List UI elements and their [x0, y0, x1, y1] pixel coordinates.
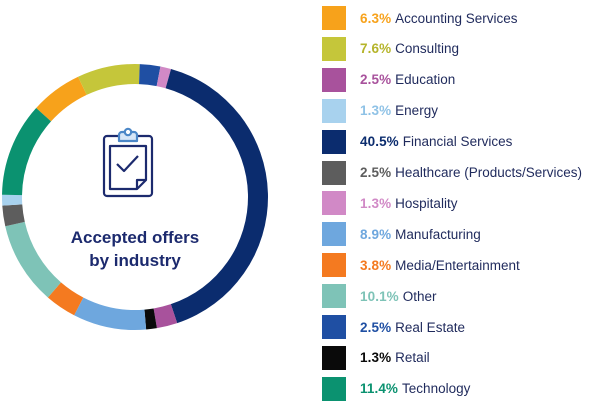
- legend-percent: 1.3%: [360, 350, 392, 366]
- legend-swatch: [322, 376, 346, 401]
- legend-label: Technology: [402, 381, 471, 397]
- legend-percent: 2.5%: [360, 319, 392, 335]
- legend-swatch: [322, 191, 346, 216]
- legend-swatch: [322, 36, 346, 61]
- legend-label: Retail: [395, 350, 430, 366]
- legend-item-energy: 1.3% Energy: [322, 98, 438, 123]
- slice-retail: [144, 308, 157, 330]
- slice-accounting-services: [36, 76, 87, 122]
- legend-label: Media/Entertainment: [395, 257, 520, 273]
- legend-swatch: [322, 315, 346, 339]
- legend-swatch: [322, 129, 346, 154]
- legend-item-manufacturing: 8.9% Manufacturing: [322, 222, 481, 247]
- legend-item-retail: 1.3% Retail: [322, 345, 430, 370]
- legend-label: Education: [395, 72, 456, 88]
- legend-item-real-estate: 2.5% Real Estate: [322, 315, 465, 339]
- legend-percent: 3.8%: [360, 257, 392, 273]
- slice-financial-services: [165, 68, 269, 324]
- legend-label: Other: [402, 288, 437, 304]
- slice-energy: [1, 194, 23, 206]
- slice-consulting: [78, 64, 140, 95]
- slice-manufacturing: [74, 297, 147, 330]
- legend-swatch: [322, 160, 346, 185]
- slice-hospitality: [156, 66, 172, 89]
- slice-media-entertainment: [47, 282, 84, 316]
- legend-label: Hospitality: [395, 195, 458, 211]
- legend-swatch: [322, 345, 346, 370]
- legend-label: Accounting Services: [395, 10, 518, 26]
- legend-percent: 7.6%: [360, 41, 392, 57]
- donut-ring: [1, 64, 269, 330]
- legend-percent: 11.4%: [360, 381, 399, 397]
- slice-other: [5, 221, 61, 298]
- center-title-line-1: Accepted offers: [71, 228, 199, 247]
- legend-label: Healthcare (Products/Services): [395, 165, 582, 180]
- legend-item-hospitality: 1.3% Hospitality: [322, 191, 458, 216]
- legend-label: Real Estate: [395, 319, 465, 335]
- legend-swatch: [322, 253, 346, 278]
- legend-swatch: [322, 284, 346, 309]
- legend-percent: 40.5%: [360, 134, 399, 150]
- legend-item-financial-services: 40.5% Financial Services: [322, 129, 513, 154]
- clipboard-check-icon: [102, 127, 154, 198]
- legend-percent: 2.5%: [360, 165, 392, 180]
- legend-percent: 6.3%: [360, 10, 392, 26]
- donut-chart: Accepted offers by industry: [1, 64, 269, 330]
- legend-percent: 8.9%: [360, 226, 392, 242]
- legend-label: Consulting: [395, 41, 459, 57]
- slice-technology: [2, 108, 52, 196]
- legend-item-other: 10.1% Other: [322, 284, 437, 309]
- slice-real-estate: [139, 64, 161, 87]
- legend-item-accounting-services: 6.3% Accounting Services: [322, 6, 517, 30]
- legend-swatch: [322, 98, 346, 123]
- legend-item-healthcare-products-services: 2.5% Healthcare (Products/Services): [322, 160, 582, 185]
- legend-percent: 1.3%: [360, 195, 392, 211]
- legend-item-technology: 11.4% Technology: [322, 376, 471, 401]
- legend-label: Energy: [395, 103, 438, 119]
- legend-percent: 10.1%: [360, 288, 399, 304]
- legend-swatch: [322, 67, 346, 92]
- legend-item-media-entertainment: 3.8% Media/Entertainment: [322, 253, 520, 278]
- legend-label: Manufacturing: [395, 226, 481, 242]
- center-title-line-2: by industry: [89, 251, 181, 270]
- legend-label: Financial Services: [402, 134, 513, 150]
- legend-swatch: [322, 222, 346, 247]
- legend-percent: 2.5%: [360, 72, 392, 88]
- slice-education: [153, 304, 178, 329]
- legend-item-consulting: 7.6% Consulting: [322, 36, 459, 61]
- legend-percent: 1.3%: [360, 103, 392, 119]
- slice-healthcare-products-services: [2, 204, 25, 227]
- legend-swatch: [322, 6, 346, 30]
- legend-item-education: 2.5% Education: [322, 67, 456, 92]
